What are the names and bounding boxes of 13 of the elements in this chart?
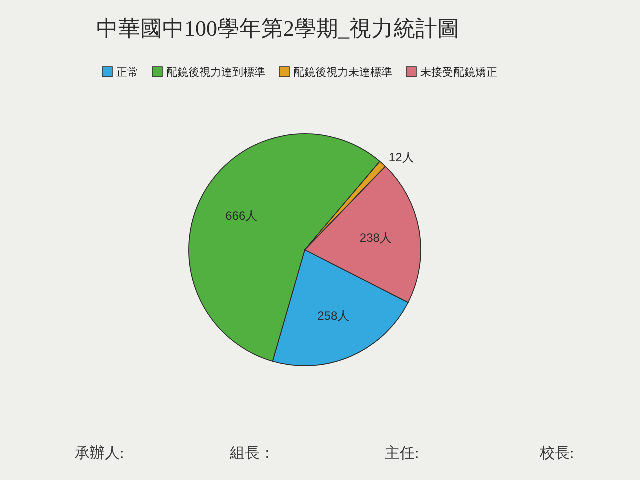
data-label: 258人 (318, 308, 350, 323)
legend-label: 正常 (116, 67, 138, 79)
annotation: 主任: (385, 446, 420, 462)
annotation: 承辦人: (75, 446, 124, 462)
data-label: 666人 (226, 208, 258, 223)
annotation: 組長： (230, 446, 275, 462)
legend-label: 未接受配鏡矯正 (420, 67, 498, 79)
legend-label: 配鏡後視力未達標準 (294, 67, 392, 79)
data-label: 238人 (360, 231, 392, 246)
legend-label: 配鏡後視力達到標準 (166, 67, 266, 79)
annotation: 校長: (540, 446, 574, 462)
data-label: 12人 (388, 150, 414, 165)
title: 中華國中100學年第2學期_視力統計圖 (96, 16, 460, 41)
